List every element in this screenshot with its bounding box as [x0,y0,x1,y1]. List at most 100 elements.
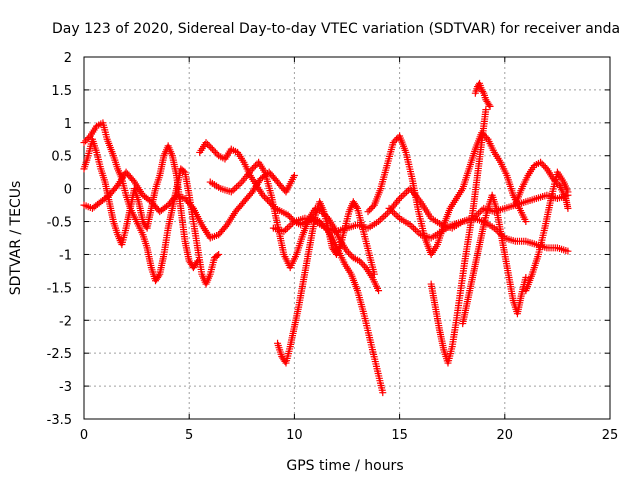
x-tick-label: 5 [185,428,193,443]
plus-marker [215,250,223,258]
plus-marker [213,150,221,158]
plus-marker [188,203,196,211]
series-track-14 [522,168,572,295]
plus-marker [364,208,372,216]
series-track-12 [471,79,494,110]
series-track-11 [459,191,530,328]
plus-marker [357,259,365,267]
plus-marker [401,190,409,198]
plus-marker [155,272,163,280]
y-tick-label: 2 [64,51,72,66]
plus-marker [202,139,210,147]
plus-marker [229,186,237,194]
plus-marker [360,262,368,270]
x-tick-label: 20 [497,428,514,443]
y-axis-label: SDTVAR / TECUs [8,181,24,296]
plus-marker [82,137,90,145]
plus-marker [541,163,549,171]
y-tick-label: -1 [59,248,72,263]
y-tick-label: -3 [59,380,72,395]
x-tick-label: 15 [391,428,408,443]
plus-marker [369,203,377,211]
plus-marker [399,191,407,199]
plus-marker [282,226,290,234]
y-tick-label: 1 [64,117,72,132]
plus-marker [538,160,546,168]
y-tick-label: -2 [59,314,72,329]
plus-marker [482,106,490,114]
plus-marker [382,211,390,219]
plus-marker [194,257,202,265]
plus-marker [343,247,351,255]
plus-marker [234,181,242,189]
plus-marker [380,213,388,221]
plus-marker [379,389,387,397]
plus-marker [286,213,294,221]
plus-marker [208,145,216,153]
plus-marker [391,137,399,145]
x-tick-label: 10 [286,428,303,443]
plus-marker [259,191,267,199]
plus-marker [222,222,230,230]
plus-marker [366,206,374,214]
plus-marker [486,102,494,110]
plus-marker [346,250,354,258]
plus-marker [284,211,292,219]
plus-marker [80,139,88,147]
plus-marker [112,183,120,191]
y-tick-label: 0 [64,183,72,198]
plus-marker [250,163,258,171]
y-tick-label: -1.5 [47,281,72,296]
plus-marker [383,209,391,217]
plus-marker [403,188,411,196]
plus-marker [564,204,572,212]
plus-marker [146,196,154,204]
plus-marker [411,226,419,234]
plus-marker [205,142,213,150]
plus-marker [359,260,367,268]
plus-marker [247,190,255,198]
series-track-7 [269,185,572,235]
plus-marker [352,203,360,211]
plus-marker [213,252,221,260]
plus-marker [348,252,356,260]
plus-marker [478,206,486,214]
series-track-10 [427,106,490,367]
plus-marker [262,195,270,203]
x-axis-label: GPS time / hours [286,458,403,474]
plus-marker [392,211,400,219]
plus-marker [367,204,375,212]
plus-marker [236,180,244,188]
plus-marker [389,139,397,147]
y-tick-label: -0.5 [47,216,72,231]
plus-marker [370,270,378,278]
plus-marker [129,176,137,184]
y-tick-label: 0.5 [51,150,72,165]
plus-marker [212,148,219,156]
x-tick-label: 25 [602,428,619,443]
plus-marker [537,158,545,166]
plus-marker [410,224,418,232]
plus-marker [397,193,405,201]
plot-frame [83,56,611,420]
series-track-6 [274,198,378,367]
plus-marker [233,183,241,191]
plus-marker [251,162,259,170]
plus-marker [522,273,530,281]
plus-marker [285,222,293,230]
plus-marker [564,247,572,255]
plus-marker [162,202,170,210]
y-tick-label: -3.5 [47,413,72,428]
y-tick-label: -2.5 [47,347,72,362]
series-track-5 [206,158,383,295]
plus-marker [204,140,212,148]
plus-marker [522,218,530,226]
grid [84,57,610,419]
plus-marker [540,162,548,170]
plus-marker [375,287,383,295]
y-tick-label: 1.5 [51,84,72,99]
plus-marker [564,188,572,196]
plus-marker [345,249,353,257]
plus-marker [210,147,218,155]
